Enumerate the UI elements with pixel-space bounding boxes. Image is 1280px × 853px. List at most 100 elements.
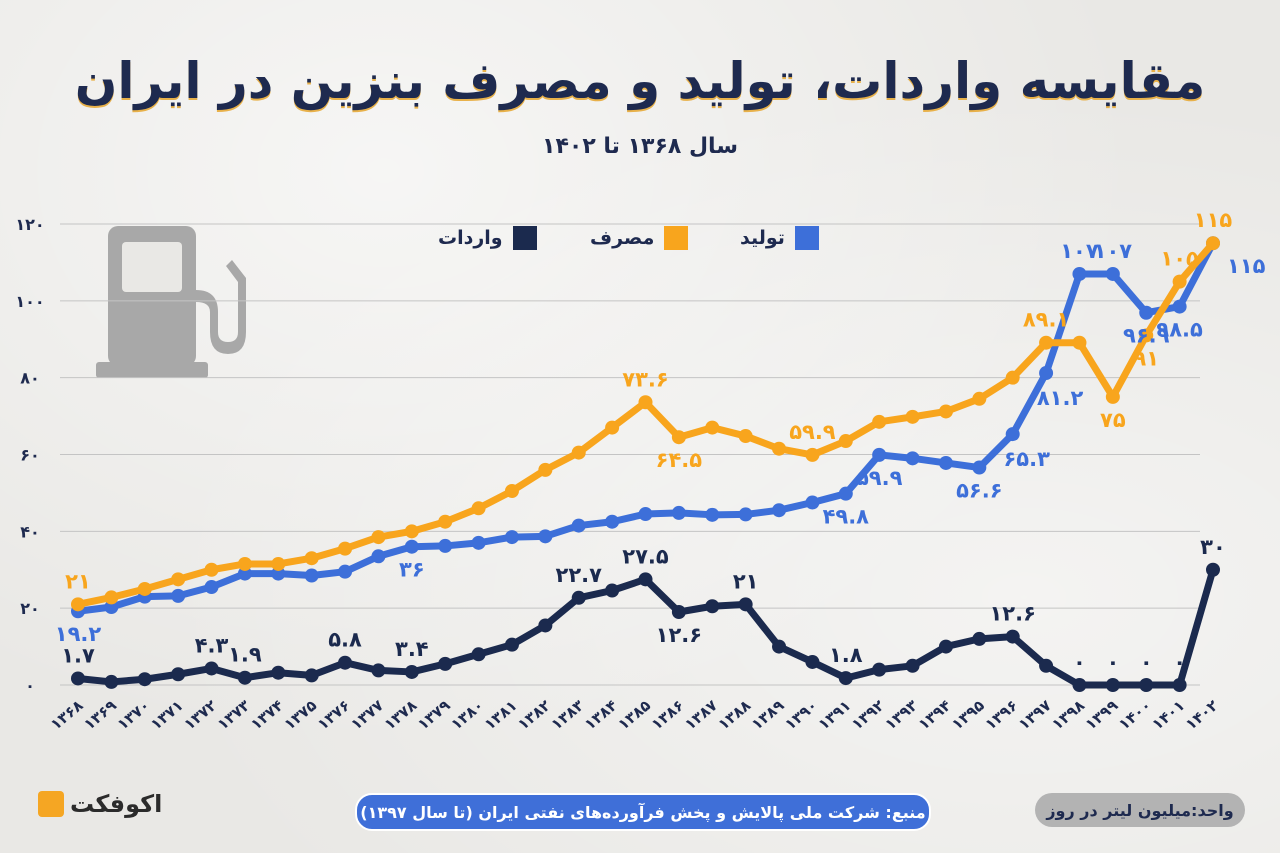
- data-point: [571, 445, 586, 460]
- data-point: [404, 664, 419, 679]
- logo: اکوفکت: [38, 790, 162, 818]
- data-point: [905, 409, 920, 424]
- data-label: ۲۲.۷: [556, 563, 603, 587]
- x-tick-label: ۱۳۷۹: [414, 696, 454, 733]
- x-tick-label: ۱۳۸۶: [648, 696, 688, 733]
- data-point: [338, 564, 353, 579]
- data-point: [504, 637, 519, 652]
- data-point: [972, 460, 987, 475]
- data-point: [772, 639, 787, 654]
- data-label: ۳.۴: [395, 637, 429, 661]
- x-tick-label: ۱۳۸۰: [448, 696, 488, 733]
- x-tick-label: ۱۳۹۹: [1082, 696, 1122, 733]
- data-point: [1105, 389, 1120, 404]
- data-point: [1139, 328, 1154, 343]
- data-point: [104, 600, 119, 615]
- data-label: ۵۶.۶: [956, 479, 1002, 503]
- data-point: [371, 549, 386, 564]
- data-point: [471, 535, 486, 550]
- data-label: ۱۰۷: [1094, 239, 1133, 263]
- data-label: ۱۰۷: [1060, 239, 1099, 263]
- data-point: [171, 667, 186, 682]
- x-tick-label: ۱۳۹۰: [781, 696, 821, 733]
- x-tick-label: ۱۳۷۴: [247, 696, 287, 733]
- x-tick-label: ۱۳۹۸: [1048, 696, 1088, 733]
- data-point: [838, 486, 853, 501]
- source-note: منبع: شرکت ملی پالایش و پخش فرآورده‌های …: [355, 793, 931, 831]
- data-point: [738, 429, 753, 444]
- data-label: ۱۱۵: [1194, 208, 1233, 232]
- data-point: [705, 420, 720, 435]
- data-point: [1005, 370, 1020, 385]
- data-label: ۰: [1073, 650, 1086, 674]
- x-tick-label: ۱۳۷۰: [114, 696, 154, 733]
- data-point: [404, 524, 419, 539]
- legend-swatch: [512, 226, 537, 250]
- data-point: [738, 507, 753, 522]
- data-point: [705, 599, 720, 614]
- data-point: [805, 495, 820, 510]
- data-point: [204, 661, 219, 676]
- x-tick-label: ۱۳۹۱: [815, 696, 855, 733]
- data-point: [1072, 266, 1087, 281]
- data-label: ۱.۹: [228, 643, 262, 667]
- data-point: [304, 568, 319, 583]
- data-label: ۰: [1106, 650, 1119, 674]
- legend-label: تولید: [740, 227, 785, 249]
- data-label: ۶۵.۳: [1003, 447, 1050, 471]
- data-point: [1039, 658, 1054, 673]
- data-label: ۰: [1173, 650, 1186, 674]
- data-label: ۳۰: [1200, 535, 1226, 559]
- x-tick-label: ۱۳۹۵: [948, 696, 988, 733]
- data-point: [438, 656, 453, 671]
- legend-label: واردات: [438, 227, 503, 249]
- data-label: ۱۹.۲: [55, 622, 102, 646]
- y-tick-label: ۲۰: [20, 599, 40, 618]
- data-point: [237, 566, 252, 581]
- legend-swatch: [794, 226, 819, 250]
- chart-title: مقایسه واردات، تولید و مصرف بنزین در ایر…: [74, 52, 1206, 110]
- chart-subtitle: سال ۱۳۶۸ تا ۱۴۰۲: [542, 134, 738, 159]
- data-point: [1139, 678, 1154, 692]
- data-point: [504, 530, 519, 545]
- data-point: [538, 462, 553, 477]
- x-tick-label: ۱۳۷۳: [214, 696, 254, 733]
- data-point: [137, 672, 152, 687]
- data-point: [972, 631, 987, 646]
- data-label: ۸۹.۱: [1023, 308, 1069, 332]
- data-point: [1105, 266, 1120, 281]
- data-label: ۴۹.۸: [823, 505, 870, 529]
- data-point: [471, 501, 486, 516]
- x-tick-label: ۱۴۰۱: [1149, 696, 1189, 733]
- data-label: ۱۲.۶: [656, 623, 702, 647]
- data-label: ۳۶: [399, 558, 425, 582]
- data-label: ۱۰۵: [1160, 247, 1199, 271]
- y-tick-label: ۱۰۰: [15, 292, 44, 311]
- data-label: ۰: [1140, 650, 1153, 674]
- data-point: [204, 562, 219, 577]
- x-tick-label: ۱۳۷۲: [180, 696, 220, 733]
- data-point: [304, 668, 319, 683]
- data-label: ۲۷.۵: [622, 544, 669, 568]
- data-label: ۲۱: [65, 569, 91, 593]
- data-label: ۹۱: [1133, 346, 1159, 370]
- data-point: [371, 530, 386, 545]
- data-point: [271, 556, 286, 571]
- data-point: [1139, 305, 1154, 320]
- data-label: ۷۳.۶: [622, 367, 668, 391]
- data-point: [1105, 678, 1120, 692]
- data-point: [271, 665, 286, 680]
- data-point: [1005, 427, 1020, 442]
- fuel-pump-icon: [96, 226, 246, 378]
- x-tick-label: ۱۳۷۱: [147, 696, 187, 733]
- data-point: [1072, 678, 1087, 692]
- data-point: [171, 572, 186, 587]
- data-point: [271, 566, 286, 581]
- data-point: [1172, 678, 1187, 692]
- x-tick-label: ۱۳۸۲: [514, 696, 554, 733]
- data-point: [571, 518, 586, 533]
- data-point: [371, 663, 386, 678]
- data-point: [71, 671, 85, 686]
- data-label: ۵۹.۹: [856, 466, 903, 490]
- data-point: [1172, 299, 1187, 314]
